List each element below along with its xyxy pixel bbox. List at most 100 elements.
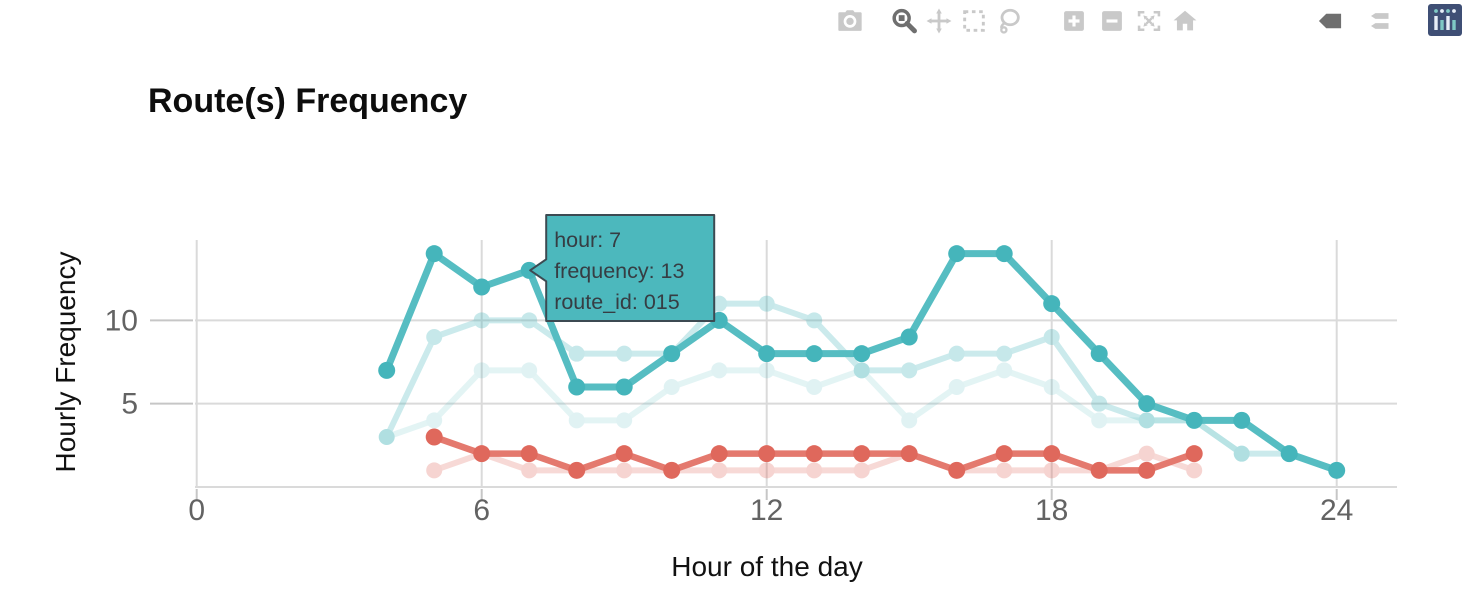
data-point[interactable] (426, 462, 443, 479)
data-point[interactable] (1043, 445, 1061, 463)
data-point[interactable] (521, 312, 538, 329)
data-point[interactable] (711, 462, 728, 479)
data-point[interactable] (1138, 395, 1156, 413)
data-point[interactable] (995, 445, 1013, 463)
data-point[interactable] (996, 362, 1013, 379)
data-point[interactable] (995, 245, 1013, 263)
data-point[interactable] (1186, 462, 1203, 479)
data-point[interactable] (900, 445, 918, 463)
data-point[interactable] (615, 378, 633, 396)
data-point[interactable] (806, 379, 823, 396)
data-point[interactable] (378, 361, 396, 379)
data-point[interactable] (1091, 412, 1108, 429)
data-point[interactable] (1043, 462, 1060, 479)
data-point[interactable] (1138, 445, 1155, 462)
data-point[interactable] (521, 462, 538, 479)
data-point[interactable] (758, 445, 776, 463)
data-point[interactable] (806, 462, 823, 479)
data-point[interactable] (1090, 345, 1108, 363)
data-point[interactable] (758, 295, 775, 312)
zoom-in-icon[interactable] (1060, 7, 1088, 35)
data-point[interactable] (1043, 295, 1061, 313)
hover-compare-icon[interactable] (1364, 7, 1392, 35)
camera-icon[interactable] (836, 7, 864, 35)
zoom-out-icon[interactable] (1098, 7, 1126, 35)
data-point[interactable] (568, 345, 585, 362)
data-point[interactable] (568, 461, 586, 479)
data-point[interactable] (1043, 329, 1060, 346)
data-point[interactable] (663, 461, 681, 479)
data-point[interactable] (378, 429, 395, 446)
data-point[interactable] (521, 362, 538, 379)
series-route-015[interactable] (378, 245, 1346, 479)
data-point[interactable] (1233, 411, 1251, 429)
data-point[interactable] (426, 412, 443, 429)
data-point[interactable] (473, 362, 490, 379)
data-point[interactable] (616, 345, 633, 362)
data-point[interactable] (853, 362, 870, 379)
data-point[interactable] (1185, 411, 1203, 429)
data-point[interactable] (616, 412, 633, 429)
data-point[interactable] (520, 445, 538, 463)
data-point[interactable] (473, 445, 491, 463)
data-point[interactable] (758, 462, 775, 479)
data-point[interactable] (901, 412, 918, 429)
data-point[interactable] (948, 245, 966, 263)
data-point[interactable] (1043, 379, 1060, 396)
pan-icon[interactable] (925, 7, 953, 35)
data-point[interactable] (996, 345, 1013, 362)
data-point[interactable] (1090, 461, 1108, 479)
data-point[interactable] (806, 312, 823, 329)
data-point[interactable] (853, 362, 870, 379)
data-point[interactable] (1280, 445, 1298, 463)
data-point[interactable] (758, 362, 775, 379)
data-point[interactable] (758, 345, 776, 363)
x-tick-label: 0 (188, 494, 205, 527)
data-point[interactable] (663, 345, 681, 363)
data-point[interactable] (473, 312, 490, 329)
plotly-logo[interactable] (1428, 4, 1462, 41)
data-point[interactable] (426, 329, 443, 346)
data-point[interactable] (663, 379, 680, 396)
box-select-icon[interactable] (960, 7, 988, 35)
data-point[interactable] (1328, 461, 1346, 479)
y-tick-label: 5 (121, 388, 138, 421)
data-point[interactable] (1233, 445, 1250, 462)
data-point[interactable] (1185, 445, 1203, 463)
data-point[interactable] (1138, 461, 1156, 479)
data-point[interactable] (378, 429, 395, 446)
data-point[interactable] (853, 345, 871, 363)
zoom-icon[interactable] (890, 7, 918, 35)
data-point[interactable] (710, 445, 728, 463)
data-point[interactable] (948, 379, 965, 396)
data-point[interactable] (711, 362, 728, 379)
data-point[interactable] (948, 461, 966, 479)
data-point[interactable] (425, 428, 443, 446)
hover-closest-icon[interactable] (1316, 7, 1344, 35)
x-tick-label: 18 (1035, 494, 1068, 527)
data-point[interactable] (473, 278, 491, 296)
data-point[interactable] (853, 462, 870, 479)
data-point[interactable] (1091, 395, 1108, 412)
data-point[interactable] (948, 345, 965, 362)
data-point[interactable] (568, 378, 586, 396)
series-red-route-bold[interactable] (425, 428, 1203, 479)
data-point[interactable] (425, 245, 443, 263)
data-point[interactable] (853, 445, 871, 463)
series-teal-route-faint-2[interactable] (378, 362, 1250, 462)
lasso-select-icon[interactable] (995, 7, 1023, 35)
data-point[interactable] (1233, 445, 1250, 462)
reset-axes-home-icon[interactable] (1171, 7, 1199, 35)
data-point[interactable] (1138, 412, 1155, 429)
data-point[interactable] (996, 462, 1013, 479)
data-point[interactable] (616, 462, 633, 479)
data-point[interactable] (615, 445, 633, 463)
data-point[interactable] (900, 328, 918, 346)
data-point[interactable] (805, 445, 823, 463)
autoscale-icon[interactable] (1135, 7, 1163, 35)
chart-title: Route(s) Frequency (148, 82, 468, 120)
data-point[interactable] (805, 345, 823, 363)
data-point[interactable] (901, 362, 918, 379)
data-point[interactable] (568, 412, 585, 429)
data-point[interactable] (1138, 412, 1155, 429)
